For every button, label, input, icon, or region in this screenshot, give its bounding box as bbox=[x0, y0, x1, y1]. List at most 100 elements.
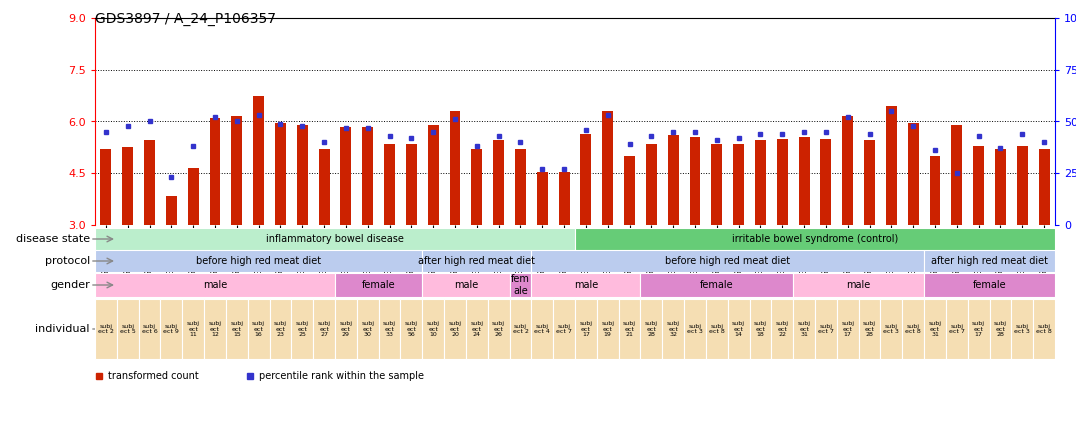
Bar bbox=[733, 144, 745, 225]
Bar bbox=[406, 144, 416, 225]
Bar bbox=[946, 299, 967, 359]
Bar bbox=[95, 299, 117, 359]
Bar bbox=[182, 299, 204, 359]
Bar bbox=[640, 273, 793, 297]
Text: subj
ect 7: subj ect 7 bbox=[817, 322, 835, 336]
Text: subj
ect 2: subj ect 2 bbox=[97, 322, 115, 336]
Text: subj
ect
15: subj ect 15 bbox=[229, 319, 244, 339]
Bar bbox=[510, 299, 532, 359]
Bar bbox=[226, 299, 247, 359]
Bar bbox=[384, 144, 395, 225]
Bar bbox=[967, 299, 990, 359]
Bar bbox=[951, 125, 962, 225]
Bar bbox=[313, 299, 335, 359]
Bar bbox=[793, 273, 924, 297]
Bar bbox=[428, 125, 439, 225]
Bar bbox=[379, 299, 400, 359]
Text: subj
ect
16: subj ect 16 bbox=[252, 319, 266, 339]
Bar bbox=[117, 299, 139, 359]
Text: subj
ect
28: subj ect 28 bbox=[993, 319, 1008, 339]
Bar bbox=[335, 299, 357, 359]
Bar bbox=[815, 299, 837, 359]
Text: subj
ect
56: subj ect 56 bbox=[405, 321, 417, 337]
Bar bbox=[247, 299, 270, 359]
Bar bbox=[668, 135, 679, 225]
Bar bbox=[532, 299, 553, 359]
Text: subj
ect
56: subj ect 56 bbox=[405, 319, 419, 339]
Bar bbox=[859, 299, 880, 359]
Text: individual: individual bbox=[36, 324, 90, 334]
Text: subj
ect 4: subj ect 4 bbox=[534, 322, 551, 336]
Text: subj
ect 8: subj ect 8 bbox=[708, 322, 725, 336]
Bar bbox=[515, 149, 526, 225]
Bar bbox=[793, 299, 815, 359]
Bar bbox=[798, 137, 809, 225]
Bar bbox=[646, 144, 656, 225]
Bar bbox=[973, 146, 985, 225]
Bar bbox=[139, 299, 160, 359]
Text: subj
ect
28: subj ect 28 bbox=[645, 319, 659, 339]
Text: subj
ect
32: subj ect 32 bbox=[667, 321, 680, 337]
Bar bbox=[340, 127, 352, 225]
Text: subj
ect 8: subj ect 8 bbox=[905, 324, 921, 334]
Text: subj
ect
28: subj ect 28 bbox=[862, 319, 877, 339]
Text: subj
ect
17: subj ect 17 bbox=[579, 321, 593, 337]
Text: subj
ect
12: subj ect 12 bbox=[208, 319, 223, 339]
Text: subj
ect
26: subj ect 26 bbox=[492, 321, 505, 337]
Bar bbox=[706, 299, 727, 359]
Text: subj
ect
31: subj ect 31 bbox=[928, 319, 943, 339]
Text: subj
ect
28: subj ect 28 bbox=[645, 321, 657, 337]
Text: subj
ect
24: subj ect 24 bbox=[470, 321, 483, 337]
Bar bbox=[750, 299, 771, 359]
Bar bbox=[880, 299, 903, 359]
Text: gender: gender bbox=[51, 280, 90, 290]
Text: subj
ect 3: subj ect 3 bbox=[686, 322, 704, 336]
Text: subj
ect
25: subj ect 25 bbox=[296, 321, 309, 337]
Bar bbox=[335, 299, 357, 359]
Bar bbox=[422, 299, 444, 359]
Bar bbox=[880, 299, 903, 359]
Text: subj
ect
28: subj ect 28 bbox=[994, 321, 1007, 337]
Bar bbox=[864, 140, 875, 225]
Bar bbox=[924, 250, 1054, 272]
Text: male: male bbox=[574, 280, 598, 290]
Bar bbox=[553, 299, 575, 359]
Text: subj
ect
17: subj ect 17 bbox=[972, 321, 986, 337]
Bar bbox=[253, 95, 264, 225]
Bar bbox=[204, 299, 226, 359]
Bar bbox=[532, 250, 924, 272]
Bar bbox=[821, 139, 832, 225]
Text: disease state: disease state bbox=[16, 234, 90, 244]
Text: subj
ect
23: subj ect 23 bbox=[274, 321, 287, 337]
Bar bbox=[182, 299, 204, 359]
Text: percentile rank within the sample: percentile rank within the sample bbox=[258, 371, 424, 381]
Bar bbox=[771, 299, 793, 359]
Bar bbox=[270, 299, 292, 359]
Bar bbox=[777, 139, 788, 225]
Bar bbox=[619, 299, 640, 359]
Bar bbox=[990, 299, 1011, 359]
Text: subj
ect 8: subj ect 8 bbox=[1035, 322, 1053, 336]
Bar bbox=[580, 134, 592, 225]
Bar bbox=[160, 299, 182, 359]
Bar bbox=[793, 299, 815, 359]
Text: subj
ect
10: subj ect 10 bbox=[427, 321, 440, 337]
Bar bbox=[292, 299, 313, 359]
Text: subj
ect
30: subj ect 30 bbox=[360, 319, 374, 339]
Text: subj
ect
17: subj ect 17 bbox=[972, 319, 986, 339]
Text: subj
ect 3: subj ect 3 bbox=[883, 324, 900, 334]
Text: subj
ect
28: subj ect 28 bbox=[863, 321, 876, 337]
Bar bbox=[924, 299, 946, 359]
Bar bbox=[493, 140, 504, 225]
Text: subj
ect 8: subj ect 8 bbox=[1036, 324, 1052, 334]
Bar bbox=[619, 299, 640, 359]
Text: protocol: protocol bbox=[45, 256, 90, 266]
Bar bbox=[1017, 146, 1028, 225]
Text: subj
ect
31: subj ect 31 bbox=[797, 321, 810, 337]
Text: subj
ect 5: subj ect 5 bbox=[119, 322, 137, 336]
Text: male: male bbox=[847, 280, 870, 290]
Text: subj
ect
19: subj ect 19 bbox=[600, 319, 615, 339]
Text: subj
ect
22: subj ect 22 bbox=[775, 319, 790, 339]
Text: subj
ect 7: subj ect 7 bbox=[556, 324, 572, 334]
Text: subj
ect 7: subj ect 7 bbox=[555, 322, 572, 336]
